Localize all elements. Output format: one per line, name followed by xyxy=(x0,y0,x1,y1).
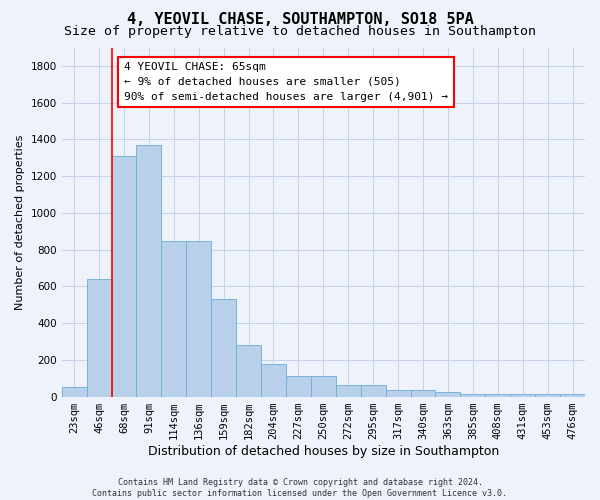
Bar xyxy=(261,364,286,396)
Bar xyxy=(161,242,186,396)
Bar xyxy=(386,390,410,396)
Y-axis label: Number of detached properties: Number of detached properties xyxy=(15,134,25,310)
Bar xyxy=(86,279,112,396)
Text: Size of property relative to detached houses in Southampton: Size of property relative to detached ho… xyxy=(64,25,536,38)
Bar xyxy=(485,394,510,396)
Bar xyxy=(236,345,261,397)
Bar xyxy=(410,390,436,396)
Bar xyxy=(361,384,386,396)
Text: 4, YEOVIL CHASE, SOUTHAMPTON, SO18 5PA: 4, YEOVIL CHASE, SOUTHAMPTON, SO18 5PA xyxy=(127,12,473,28)
Bar xyxy=(112,156,136,396)
Bar xyxy=(436,392,460,396)
Bar xyxy=(186,242,211,396)
Bar xyxy=(460,394,485,396)
Text: Contains HM Land Registry data © Crown copyright and database right 2024.
Contai: Contains HM Land Registry data © Crown c… xyxy=(92,478,508,498)
Bar xyxy=(560,394,585,396)
Bar xyxy=(62,388,86,396)
Bar xyxy=(311,376,336,396)
Bar xyxy=(286,376,311,396)
Bar xyxy=(136,145,161,397)
Bar xyxy=(535,394,560,396)
X-axis label: Distribution of detached houses by size in Southampton: Distribution of detached houses by size … xyxy=(148,444,499,458)
Text: 4 YEOVIL CHASE: 65sqm
← 9% of detached houses are smaller (505)
90% of semi-deta: 4 YEOVIL CHASE: 65sqm ← 9% of detached h… xyxy=(124,62,448,102)
Bar xyxy=(336,384,361,396)
Bar xyxy=(211,299,236,396)
Bar xyxy=(510,394,535,396)
